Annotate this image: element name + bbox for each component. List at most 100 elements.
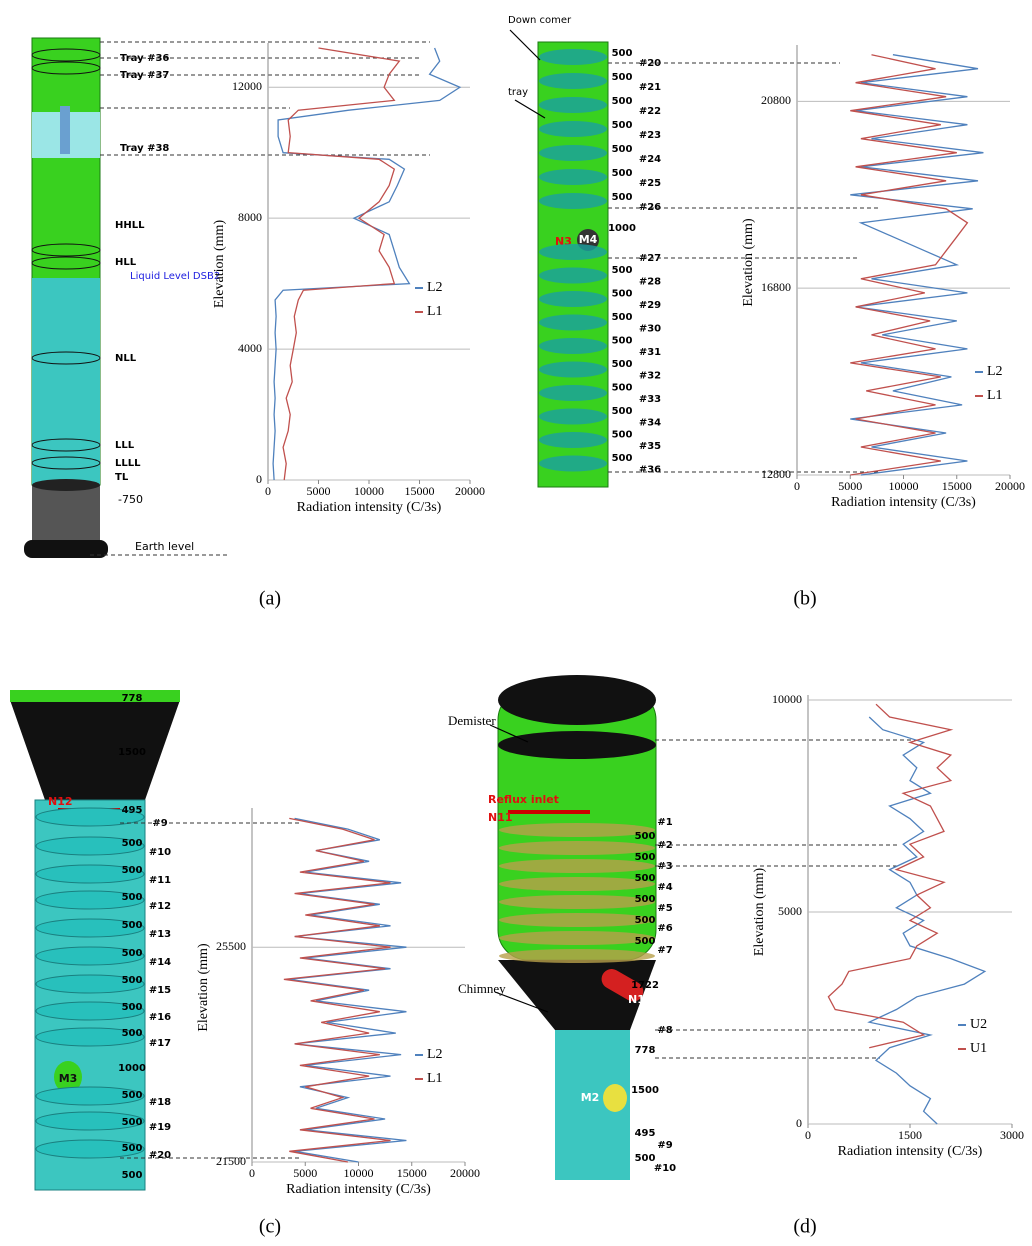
diagram-label: N1 — [628, 993, 645, 1006]
legend-label: L1 — [987, 388, 1003, 403]
diagram-shape — [31, 351, 101, 365]
series-line — [289, 817, 407, 1163]
spacing-label: 500 — [612, 289, 633, 300]
y-tick-label: 12000 — [232, 79, 262, 93]
spacing-label: 495 — [635, 1128, 656, 1139]
tray-label: #28 — [639, 277, 661, 288]
diagram-shape — [35, 1139, 145, 1159]
tray-label: #21 — [639, 82, 661, 93]
tray-label: #6 — [657, 923, 672, 934]
x-tick-label: 5000 — [293, 1166, 317, 1180]
diagram-label: NLL — [115, 353, 137, 364]
spacing-label: 778 — [122, 693, 143, 704]
tray-label: #1 — [657, 817, 672, 828]
tray-label: #7 — [657, 945, 672, 956]
y-tick-label: 5000 — [778, 904, 802, 918]
tray-label: #18 — [149, 1097, 171, 1108]
spacing-label: 500 — [635, 1153, 656, 1164]
diagram-label: -750 — [118, 493, 143, 506]
y-axis-title: Elevation (mm) — [196, 943, 211, 1032]
x-tick-label: 5000 — [838, 479, 862, 493]
diagram-shape — [509, 29, 541, 61]
spacing-label: 500 — [122, 1117, 143, 1128]
y-axis-title: Elevation (mm) — [212, 220, 227, 309]
tray-label: #36 — [639, 465, 661, 476]
diagram-shape — [539, 361, 607, 378]
y-tick-label: 0 — [256, 472, 262, 486]
diagram-shape — [10, 700, 180, 800]
spacing-label: 500 — [612, 72, 633, 83]
x-tick-label: 1500 — [898, 1128, 922, 1142]
diagram-shape — [539, 193, 607, 209]
x-tick-label: 0 — [794, 479, 800, 493]
legend-label: U1 — [970, 1041, 987, 1056]
diagram-label: tray — [508, 87, 528, 98]
tray-label: #9 — [657, 1140, 672, 1151]
series-line — [850, 54, 984, 476]
tray-label: #32 — [639, 371, 661, 382]
diagram-shape — [539, 408, 607, 425]
x-tick-label: 3000 — [1000, 1128, 1024, 1142]
spacing-label: 500 — [612, 192, 633, 203]
diagram-label: Demister — [448, 713, 496, 728]
tray-label: #23 — [639, 130, 661, 141]
caption: (a) — [259, 588, 281, 610]
diagram-shape — [32, 479, 100, 491]
x-tick-label: 15000 — [942, 479, 972, 493]
spacing-label: 500 — [122, 1028, 143, 1039]
spacing-label: 1500 — [631, 1085, 659, 1096]
x-tick-label: 20000 — [455, 484, 485, 498]
tray-label: #29 — [639, 300, 661, 311]
diagram-shape — [489, 724, 529, 743]
spacing-label: 500 — [612, 120, 633, 131]
spacing-label: 500 — [612, 144, 633, 155]
x-axis-title: Radiation intensity (C/3s) — [286, 1182, 431, 1197]
tray-label: #5 — [657, 903, 672, 914]
series-line — [850, 54, 969, 476]
x-tick-label: 0 — [805, 1128, 811, 1142]
diagram-shape — [35, 1086, 145, 1106]
diagram-label: M2 — [581, 1091, 600, 1104]
diagram-shape — [60, 106, 70, 154]
diagram-shape — [35, 974, 145, 994]
spacing-label: 500 — [122, 865, 143, 876]
spacing-label: 500 — [635, 873, 656, 884]
diagram-shape — [35, 807, 145, 827]
diagram-shape — [31, 48, 101, 62]
legend-label: U2 — [970, 1017, 987, 1032]
y-tick-label: 0 — [796, 1116, 802, 1130]
x-tick-label: 15000 — [397, 1166, 427, 1180]
diagram-shape — [539, 121, 607, 137]
diagram-shape — [499, 859, 655, 873]
spacing-label: 500 — [122, 920, 143, 931]
series-line — [282, 47, 401, 481]
y-tick-label: 20800 — [761, 93, 791, 107]
spacing-label: 1000 — [118, 1063, 146, 1074]
diagram-shape — [539, 455, 607, 472]
x-tick-label: 0 — [265, 484, 271, 498]
tray-label: #34 — [639, 418, 661, 429]
diagram-shape — [539, 314, 607, 331]
diagram-shape — [24, 540, 108, 558]
diagram-shape — [539, 169, 607, 185]
diagram-label: Earth level — [135, 540, 194, 553]
tray-label: #24 — [639, 154, 661, 165]
diagram-shape — [539, 73, 607, 89]
diagram-shape — [601, 969, 644, 1002]
spacing-label: 500 — [612, 96, 633, 107]
diagram-shape — [498, 731, 656, 759]
x-axis-title: Radiation intensity (C/3s) — [831, 495, 976, 510]
diagram-shape — [35, 864, 145, 884]
tray-label: #33 — [639, 394, 661, 405]
tray-label: #15 — [149, 985, 171, 996]
diagram-shape — [34, 799, 146, 1191]
spacing-label: 500 — [612, 359, 633, 370]
diagram-shape — [35, 1111, 145, 1131]
tray-label: #35 — [639, 441, 661, 452]
spacing-label: 500 — [612, 453, 633, 464]
tray-label: #11 — [149, 875, 171, 886]
diagram-shape — [539, 49, 607, 65]
tray-label: #22 — [639, 106, 661, 117]
spacing-label: 500 — [612, 168, 633, 179]
